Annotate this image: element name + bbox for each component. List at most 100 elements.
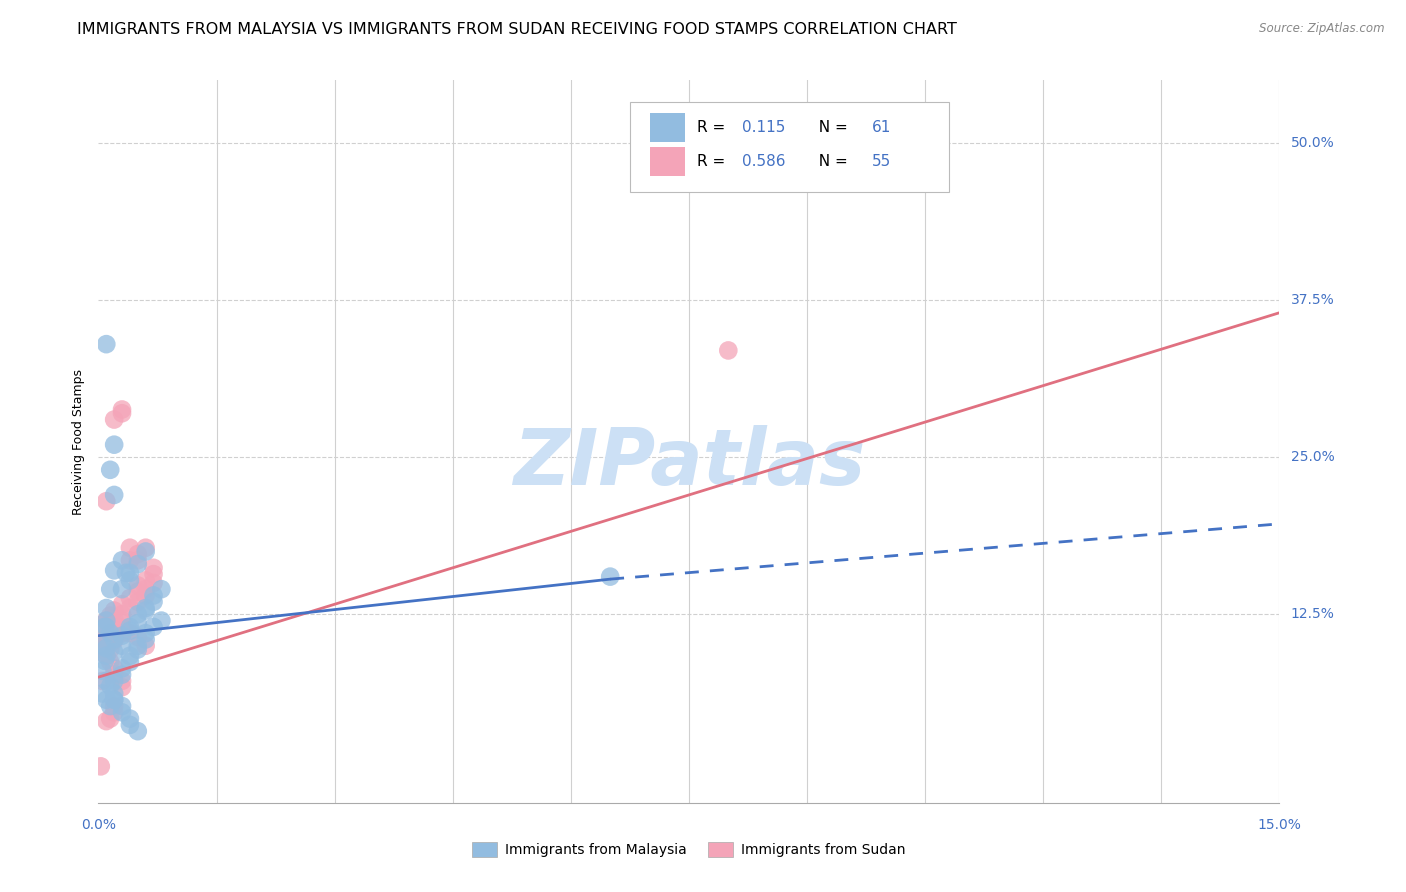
Point	[103, 692, 125, 706]
Point	[127, 553, 149, 567]
FancyBboxPatch shape	[630, 102, 949, 193]
Point	[127, 630, 149, 644]
Point	[96, 629, 118, 643]
Point	[93, 620, 115, 634]
Point	[118, 620, 141, 634]
Point	[103, 699, 125, 714]
Point	[135, 544, 157, 558]
Point	[103, 661, 125, 675]
Point	[96, 648, 118, 663]
Point	[135, 541, 157, 555]
Point	[93, 630, 115, 644]
Point	[96, 636, 118, 650]
Point	[96, 337, 118, 351]
Text: 15.0%: 15.0%	[1257, 818, 1302, 832]
Point	[96, 614, 118, 628]
Point	[118, 591, 141, 605]
Point	[118, 601, 141, 615]
Point	[96, 614, 118, 628]
Point	[118, 624, 141, 638]
Point	[135, 574, 157, 588]
Point	[96, 692, 118, 706]
Point	[127, 557, 149, 571]
Point	[103, 686, 125, 700]
FancyBboxPatch shape	[650, 112, 685, 142]
Point	[103, 626, 125, 640]
Point	[150, 582, 173, 597]
Point	[118, 712, 141, 726]
Point	[91, 673, 114, 688]
Point	[150, 614, 173, 628]
Point	[111, 706, 134, 720]
Point	[118, 566, 141, 580]
Point	[111, 614, 134, 628]
Point	[103, 645, 125, 659]
Point	[98, 699, 121, 714]
Point	[111, 629, 134, 643]
Point	[142, 595, 165, 609]
Point	[111, 582, 134, 597]
Point	[118, 648, 141, 663]
Text: IMMIGRANTS FROM MALAYSIA VS IMMIGRANTS FROM SUDAN RECEIVING FOOD STAMPS CORRELAT: IMMIGRANTS FROM MALAYSIA VS IMMIGRANTS F…	[77, 22, 957, 37]
FancyBboxPatch shape	[650, 147, 685, 177]
Point	[96, 714, 118, 728]
Point	[111, 680, 134, 694]
Point	[111, 553, 134, 567]
Text: 25.0%: 25.0%	[1291, 450, 1334, 464]
Point	[118, 655, 141, 669]
Point	[93, 616, 115, 631]
Point	[127, 642, 149, 657]
Point	[142, 589, 165, 603]
Point	[91, 686, 114, 700]
Text: 50.0%: 50.0%	[1291, 136, 1334, 150]
Point	[111, 607, 134, 622]
Point	[142, 620, 165, 634]
Point	[98, 582, 121, 597]
Text: R =: R =	[697, 120, 730, 135]
Text: N =: N =	[810, 120, 853, 135]
Point	[96, 494, 118, 508]
Point	[103, 692, 125, 706]
Point	[135, 626, 157, 640]
Point	[103, 632, 125, 647]
Point	[115, 566, 138, 580]
Point	[103, 488, 125, 502]
Point	[135, 582, 157, 597]
Point	[142, 567, 165, 582]
Point	[118, 553, 141, 567]
Point	[90, 759, 112, 773]
Point	[127, 578, 149, 592]
Point	[599, 569, 621, 583]
Point	[103, 412, 125, 426]
Point	[127, 607, 149, 622]
Point	[103, 438, 125, 452]
Point	[111, 639, 134, 653]
Point	[127, 639, 149, 653]
Point	[717, 343, 740, 358]
Text: ZIPatlas: ZIPatlas	[513, 425, 865, 501]
Point	[103, 611, 125, 625]
Point	[135, 589, 157, 603]
Point	[127, 595, 149, 609]
Point	[127, 616, 149, 631]
Point	[103, 667, 125, 681]
Point	[796, 149, 818, 163]
Point	[96, 641, 118, 656]
Point	[98, 616, 121, 631]
Point	[91, 664, 114, 678]
Point	[135, 632, 157, 647]
Point	[118, 718, 141, 732]
Point	[142, 575, 165, 590]
Point	[127, 547, 149, 561]
Point	[118, 541, 141, 555]
Point	[91, 642, 114, 657]
Point	[98, 626, 121, 640]
Point	[127, 584, 149, 599]
Point	[98, 655, 121, 669]
Point	[111, 699, 134, 714]
Point	[135, 603, 157, 617]
Point	[96, 620, 118, 634]
Text: 0.115: 0.115	[742, 120, 786, 135]
Point	[98, 608, 121, 623]
Text: 0.0%: 0.0%	[82, 818, 115, 832]
